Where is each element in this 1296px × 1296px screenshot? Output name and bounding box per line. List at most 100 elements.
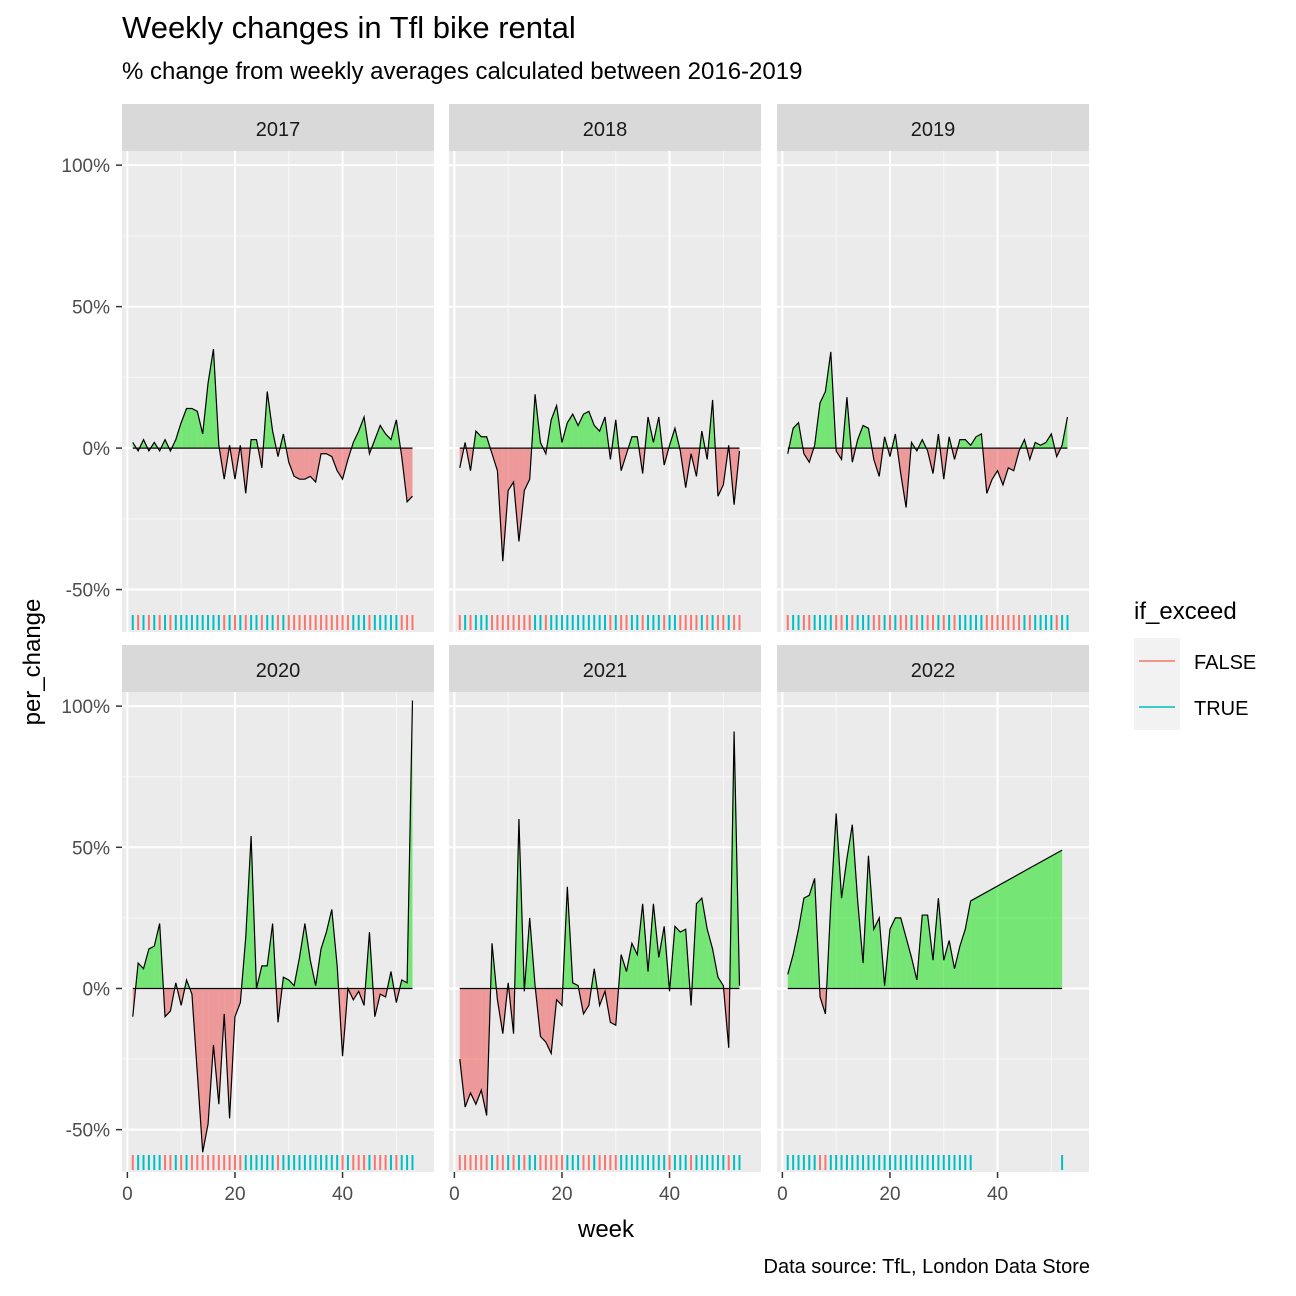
area-above-2020: [283, 977, 289, 989]
area-above-2017: [186, 408, 192, 449]
area-below-2020: [197, 988, 203, 1153]
facet-label-2018: 2018: [583, 119, 628, 141]
y-axis-title: per_change: [19, 599, 46, 726]
area-above-2018: [599, 416, 605, 449]
area-above-2022: [830, 813, 837, 989]
legend-label-false: FALSE: [1194, 652, 1256, 674]
area-above-2017: [385, 433, 391, 449]
chart-subtitle: % change from weekly averages calculated…: [122, 58, 803, 85]
area-above-2019: [825, 351, 831, 449]
area-above-2022: [868, 855, 874, 989]
area-above-2020: [245, 836, 252, 989]
area-above-2022: [970, 850, 1063, 989]
x-tick-label: 20: [879, 1184, 900, 1205]
panel-background-2018: [449, 151, 761, 632]
area-above-2017: [208, 349, 214, 449]
area-above-2022: [933, 898, 939, 989]
panel-background-2021: [449, 692, 761, 1172]
area-above-2017: [251, 439, 257, 449]
area-below-2020: [165, 988, 171, 1017]
area-above-2022: [943, 940, 950, 989]
area-above-2017: [191, 408, 198, 449]
area-above-2019: [793, 422, 799, 449]
facet-strip-2018: [449, 104, 761, 151]
y-tick-label: 0%: [83, 439, 111, 460]
x-tick-label: 40: [332, 1184, 353, 1205]
x-axis-title: week: [577, 1216, 635, 1243]
area-above-2017: [358, 416, 365, 449]
legend-label-true: TRUE: [1194, 698, 1248, 720]
x-tick-label: 0: [122, 1184, 133, 1205]
area-above-2022: [803, 895, 810, 989]
series-line-2017: [132, 348, 413, 504]
area-below-2021: [610, 988, 616, 1026]
y-tick-label: 50%: [72, 838, 110, 859]
area-below-2021: [481, 988, 487, 1116]
area-below-2021: [459, 988, 466, 1108]
series-line-2022: [787, 813, 1063, 1015]
area-above-2022: [836, 813, 842, 989]
area-above-2020: [148, 946, 155, 989]
facet-strip-2021: [449, 645, 761, 692]
facet-label-2019: 2019: [911, 119, 956, 141]
area-above-2021: [637, 903, 643, 989]
area-below-2018: [717, 448, 724, 497]
area-above-2018: [475, 431, 482, 449]
area-above-2021: [572, 982, 579, 989]
legend-title: if_exceed: [1134, 598, 1237, 625]
facet-label-2021: 2021: [583, 660, 628, 682]
area-above-2017: [181, 408, 187, 449]
area-above-2019: [976, 433, 982, 449]
facet-label-2020: 2020: [256, 660, 301, 682]
facet-strip-2017: [122, 104, 434, 151]
area-above-2018: [567, 414, 573, 449]
area-below-2017: [294, 448, 300, 480]
area-below-2021: [545, 988, 552, 1054]
area-above-2020: [267, 923, 273, 989]
area-below-2022: [820, 988, 826, 1014]
area-below-2017: [342, 448, 348, 480]
y-tick-label: -50%: [66, 581, 110, 602]
area-below-2019: [997, 448, 1003, 485]
area-below-2021: [465, 988, 471, 1108]
y-tick-label: 100%: [61, 156, 110, 177]
facet-label-2017: 2017: [256, 119, 301, 141]
chart-title: Weekly changes in Tfl bike rental: [122, 10, 576, 45]
area-below-2018: [508, 448, 514, 491]
area-below-2019: [803, 448, 810, 463]
area-above-2021: [696, 898, 702, 989]
area-above-2018: [631, 436, 638, 449]
area-above-2022: [922, 915, 928, 989]
series-line-2020: [132, 700, 414, 1153]
area-above-2019: [863, 425, 869, 449]
y-tick-label: 100%: [61, 697, 110, 718]
facet-label-2022: 2022: [911, 660, 956, 682]
series-line-2019: [787, 351, 1069, 508]
area-above-2022: [798, 898, 804, 989]
series-line-2018: [459, 394, 741, 562]
area-below-2019: [1008, 448, 1014, 471]
facet-strip-2019: [777, 104, 1089, 151]
x-tick-label: 40: [659, 1184, 680, 1205]
area-above-2018: [594, 425, 600, 449]
y-tick-label: -50%: [66, 1121, 110, 1142]
area-below-2021: [470, 988, 476, 1105]
area-above-2021: [701, 898, 708, 989]
area-above-2022: [895, 917, 901, 989]
area-above-2022: [889, 917, 896, 989]
area-above-2019: [1045, 433, 1052, 449]
area-below-2020: [208, 988, 214, 1124]
area-below-2017: [407, 448, 413, 502]
facet-strip-2020: [122, 645, 434, 692]
area-below-2020: [234, 988, 241, 1017]
area-above-2018: [583, 411, 589, 449]
area-above-2022: [809, 878, 815, 989]
area-above-2017: [197, 411, 203, 449]
area-below-2021: [475, 988, 482, 1105]
area-below-2017: [304, 448, 311, 480]
area-below-2018: [518, 448, 525, 542]
chart-caption: Data source: TfL, London Data Store: [763, 1256, 1091, 1278]
area-above-2022: [846, 824, 853, 989]
area-above-2018: [588, 411, 595, 449]
